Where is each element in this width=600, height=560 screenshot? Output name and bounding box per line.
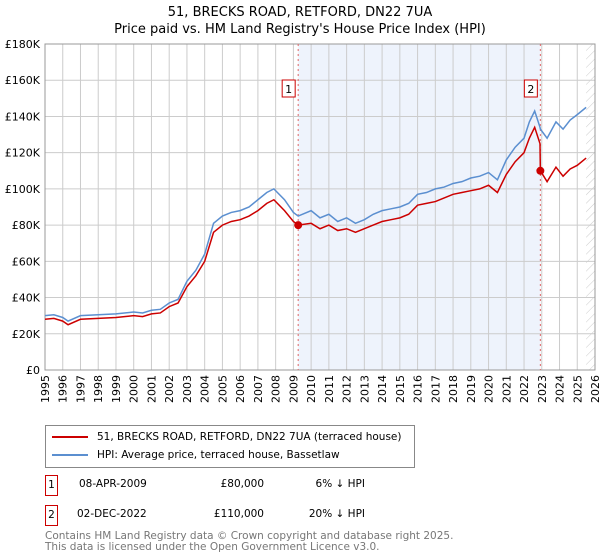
x-tick-label: 2001 <box>145 375 158 403</box>
x-tick-label: 2015 <box>394 375 407 403</box>
forecast-hatch <box>586 44 595 370</box>
x-tick-label: 2008 <box>270 375 283 403</box>
sale-label-box <box>523 79 538 98</box>
chart-legend: 51, BRECKS ROAD, RETFORD, DN22 7UA (terr… <box>45 425 415 468</box>
property-price-line <box>44 125 587 326</box>
x-tick-label: 1999 <box>110 375 123 403</box>
legend-label: 51, BRECKS ROAD, RETFORD, DN22 7UA (terr… <box>97 431 402 443</box>
x-tick-label: 2018 <box>447 375 460 403</box>
x-tick-label: 2024 <box>554 375 567 403</box>
footer-licence: This data is licensed under the Open Gov… <box>45 541 380 553</box>
y-tick-label: £60K <box>12 255 41 268</box>
sale-price: £110,000 <box>213 508 264 520</box>
y-tick-label: £140K <box>5 110 41 123</box>
y-tick-label: £20K <box>12 328 41 341</box>
y-tick-label: £160K <box>5 74 41 87</box>
sale-marker: 1 <box>45 475 58 496</box>
y-tick-label: £180K <box>5 38 41 51</box>
y-tick-label: £120K <box>5 147 41 160</box>
footer: Contains HM Land Registry data © Crown c… <box>45 531 453 553</box>
sale-period-shading <box>298 44 541 370</box>
x-tick-label: 1996 <box>57 375 70 403</box>
x-tick-label: 2021 <box>500 375 513 403</box>
sale-row: 2 02-DEC-2022 £110,000 20% ↓ HPI <box>45 505 375 526</box>
hpi-line <box>44 106 587 322</box>
x-tick-label: 2022 <box>518 375 531 403</box>
legend-item-property: 51, BRECKS ROAD, RETFORD, DN22 7UA (terr… <box>52 429 402 445</box>
subtitle-line: Price paid vs. HM Land Registry's House … <box>114 22 486 37</box>
plot-frame <box>44 43 596 371</box>
x-tick-label: 1998 <box>92 375 105 403</box>
sale-label: 1 <box>285 83 292 96</box>
x-tick-label: 2017 <box>429 375 442 403</box>
x-tick-label: 2005 <box>216 375 229 403</box>
x-tick-label: 2009 <box>287 375 300 403</box>
sale-hpi-diff: 20% ↓ HPI <box>308 508 365 520</box>
sale-price: £80,000 <box>220 478 264 490</box>
x-tick-label: 2023 <box>536 375 549 403</box>
sale-label-box <box>281 79 296 98</box>
x-tick-label: 2013 <box>358 375 371 403</box>
legend-swatch-blue <box>52 454 88 456</box>
x-tick-label: 2019 <box>465 375 478 403</box>
x-tick-label: 2014 <box>376 375 389 403</box>
legend-swatch-red <box>52 436 88 438</box>
x-tick-label: 2006 <box>234 375 247 403</box>
y-tick-label: £0 <box>26 364 40 377</box>
sale-date: 08-APR-2009 <box>79 478 147 490</box>
x-tick-label: 2020 <box>483 375 496 403</box>
sale-label: 2 <box>527 83 534 96</box>
x-tick-label: 2002 <box>163 375 176 403</box>
legend-label: HPI: Average price, terraced house, Bass… <box>97 449 340 461</box>
sale-marker: 2 <box>45 505 58 526</box>
sale-point <box>294 221 303 230</box>
x-tick-label: 2004 <box>199 375 212 403</box>
y-tick-label: £40K <box>12 292 41 305</box>
x-tick-label: 1997 <box>74 375 87 403</box>
footer-copyright: Contains HM Land Registry data © Crown c… <box>45 530 454 542</box>
x-tick-label: 1995 <box>39 375 52 403</box>
x-tick-label: 2025 <box>571 375 584 403</box>
x-tick-label: 2010 <box>305 375 318 403</box>
sale-point <box>536 166 545 175</box>
sale-row: 1 08-APR-2009 £80,000 6% ↓ HPI <box>45 475 375 496</box>
x-tick-label: 2026 <box>589 375 600 403</box>
x-tick-label: 2000 <box>128 375 141 403</box>
x-tick-label: 2012 <box>341 375 354 403</box>
x-tick-label: 2011 <box>323 375 336 403</box>
x-tick-label: 2007 <box>252 375 265 403</box>
y-tick-label: £100K <box>5 183 41 196</box>
price-chart: 1995 1996 1997 1998 1999 2000 2001 2002 2003 2004… <box>5 38 600 403</box>
sale-date: 02-DEC-2022 <box>77 508 147 520</box>
legend-item-hpi: HPI: Average price, terraced house, Bass… <box>52 447 340 463</box>
title-line: 51, BRECKS ROAD, RETFORD, DN22 7UA <box>167 5 433 20</box>
chart-title: 51, BRECKS ROAD, RETFORD, DN22 7UA Price… <box>0 4 600 38</box>
sale-hpi-diff: 6% ↓ HPI <box>315 478 365 490</box>
x-tick-label: 2016 <box>412 375 425 403</box>
y-tick-label: £80K <box>12 219 41 232</box>
x-tick-label: 2003 <box>181 375 194 403</box>
